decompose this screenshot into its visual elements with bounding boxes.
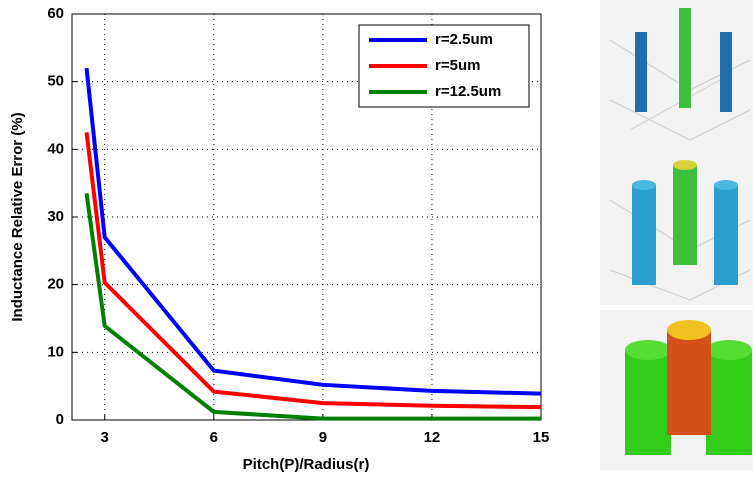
plot-frame [71,13,542,421]
x-axis-label: Pitch(P)/Radius(r) [243,456,370,473]
simulation-images [600,0,753,470]
legend-label: r=2.5um [435,31,493,48]
cylinder [673,165,697,265]
cylinder [667,330,711,435]
y-tick-label: 10 [47,343,64,360]
cylinder-top [714,180,738,190]
cylinder [625,350,671,455]
y-tick-label: 50 [47,73,64,90]
cylinder [635,32,647,112]
cylinder [632,185,656,285]
x-tick-label: 6 [210,429,218,446]
cylinder [714,185,738,285]
cylinder-top [625,340,671,360]
x-tick-label: 9 [319,429,327,446]
y-tick-label: 60 [47,5,64,22]
y-tick-label: 30 [47,208,64,225]
y-tick-label: 40 [47,140,64,157]
cylinder-top [632,180,656,190]
y-tick-label: 20 [47,276,64,293]
cylinder-top [706,340,752,360]
legend-label: r=5um [435,57,480,74]
x-tick-label: 12 [424,429,441,446]
cylinder-top [673,160,697,170]
x-tick-label: 3 [101,429,109,446]
series-line [84,67,542,396]
legend-label: r=12.5um [435,83,501,100]
series-line [84,193,541,421]
cylinder [720,32,732,112]
cylinder [679,8,691,108]
y-tick-label: 0 [56,411,64,428]
y-axis-label: Inductance Relative Error (%) [9,112,26,321]
series-line [84,132,542,410]
cylinder [706,350,752,455]
cylinder-top [667,320,711,340]
x-tick-label: 15 [533,429,550,446]
